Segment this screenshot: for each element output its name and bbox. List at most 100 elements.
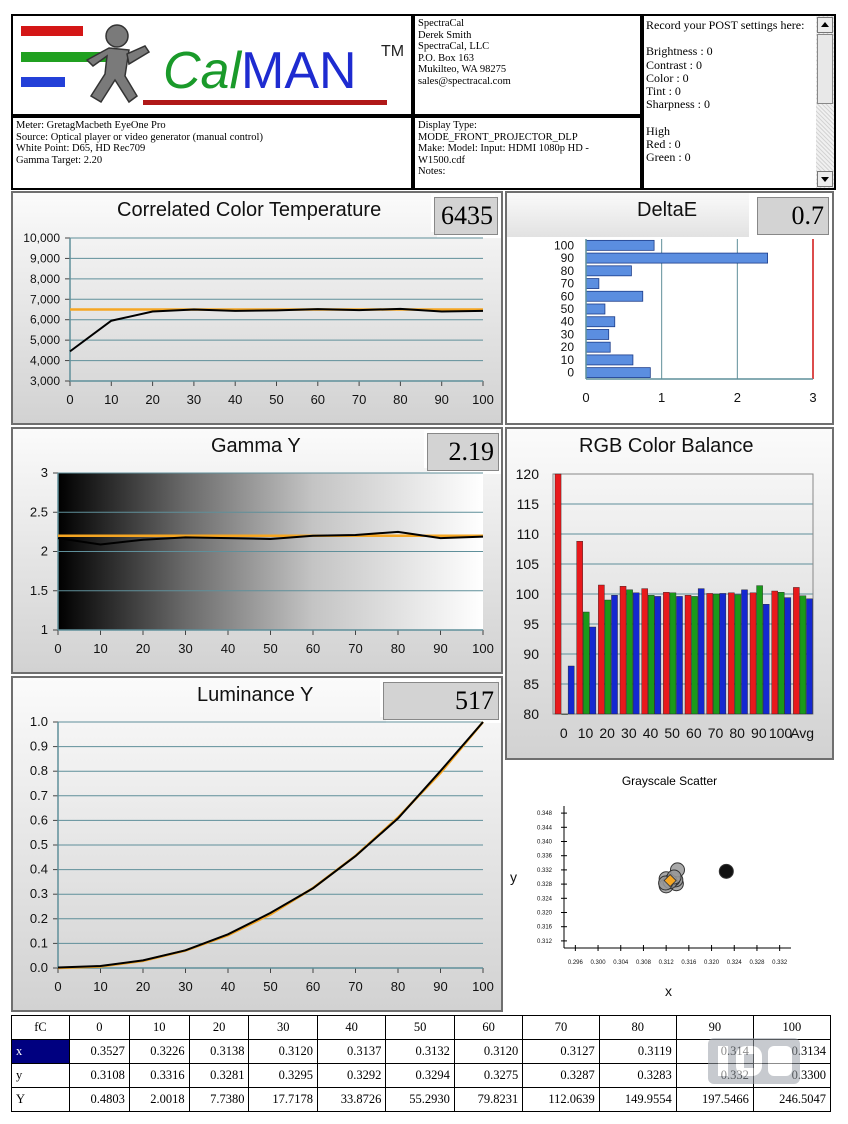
rgb-bar (554, 473, 562, 715)
table-cell[interactable]: 2.0018 (128, 1087, 190, 1112)
y-tick-label: 30 (561, 327, 575, 341)
table-cell[interactable]: 0.3294 (385, 1063, 455, 1088)
x-tick-label: 10 (93, 979, 107, 994)
row-label[interactable]: Y (11, 1087, 70, 1112)
table-cell[interactable]: 0.3119 (598, 1039, 677, 1064)
x-tick-label: 20 (599, 725, 615, 741)
rgb-bar (598, 584, 605, 715)
post-settings-box[interactable]: Record your POST settings here: Brightne… (642, 14, 836, 190)
table-cell[interactable]: 0.3295 (248, 1063, 318, 1088)
y-tick-label: 50 (561, 302, 575, 316)
rgb-chart: 120 115 110 105 100 95 90 85 80 0 10 20 30 40 50 60 70 80… (516, 466, 814, 741)
y-tick-label: 60 (561, 289, 575, 303)
y-tick-label: 40 (561, 315, 575, 329)
row-label[interactable]: y (11, 1063, 70, 1088)
y-tick-label: 0.6 (30, 812, 48, 827)
table-cell[interactable]: 0.3275 (453, 1063, 524, 1088)
post-settings-scrollbar[interactable] (816, 16, 834, 188)
x-tick-label: 0 (582, 390, 589, 405)
table-cell[interactable]: 0.3226 (128, 1039, 190, 1064)
y-tick-label: 0.324 (537, 896, 553, 902)
table-cell[interactable]: 0.3120 (248, 1039, 318, 1064)
table-cell[interactable]: 0.3292 (316, 1063, 387, 1088)
rgb-bar (728, 592, 735, 715)
scatter-title: Grayscale Scatter (621, 774, 718, 788)
table-cell[interactable]: 0.3283 (598, 1063, 677, 1088)
table-cell[interactable]: 7.7380 (188, 1087, 250, 1112)
table-cell[interactable]: 0.3527 (69, 1039, 130, 1064)
table-cell[interactable]: 246.5047 (752, 1087, 832, 1112)
y-tick-label: 10 (561, 353, 575, 367)
table-cell[interactable]: 112.0639 (522, 1087, 600, 1112)
deltae-title-band (507, 193, 749, 237)
y-tick-label: 5,000 (30, 333, 60, 347)
table-column-header: 60 (453, 1015, 524, 1040)
rgb-bar (576, 540, 583, 715)
y-tick-label: 0.3 (30, 886, 48, 901)
watermark-logo (708, 1038, 800, 1084)
x-tick-label: 90 (433, 641, 447, 656)
x-tick-label: 80 (393, 392, 407, 407)
x-tick-label: 40 (643, 725, 659, 741)
rgb-bar (691, 596, 698, 715)
x-tick-label: 0.324 (727, 960, 743, 966)
table-cell[interactable]: 0.3108 (69, 1063, 130, 1088)
y-tick-label: 3,000 (30, 374, 60, 388)
running-man-icon (85, 24, 151, 104)
y-tick-label: 0 (567, 366, 574, 380)
table-cell[interactable]: 17.7178 (248, 1087, 318, 1112)
gamma-title: Gamma Y (211, 435, 301, 457)
rgb-bar (749, 592, 757, 715)
table-cell[interactable]: 197.5466 (675, 1087, 754, 1112)
rgb-bar (713, 593, 720, 715)
scroll-up-button[interactable] (817, 17, 833, 33)
table-row[interactable]: Y 0.4803 2.0018 7.7380 17.7178 33.8726 55.2930… (11, 1087, 832, 1112)
table-cell[interactable]: 0.3138 (188, 1039, 250, 1064)
x-tick-label: 0.300 (591, 960, 607, 966)
y-tick-label: 0.5 (30, 837, 48, 852)
y-tick-label: 4,000 (30, 354, 60, 368)
measured-line (57, 721, 484, 969)
rgb-bar (799, 595, 807, 715)
y-tick-label: 0.7 (30, 788, 48, 803)
table-cell[interactable]: 33.8726 (316, 1087, 387, 1112)
x-tick-label: 50 (269, 392, 283, 407)
y-tick-label: 0.316 (537, 925, 553, 931)
y-tick-label: 2.5 (30, 504, 48, 519)
measured-line (69, 307, 484, 353)
cct-panel: Correlated Color Temperature 6435 10,000… (11, 191, 503, 425)
y-tick-label: 0.312 (537, 939, 553, 945)
cct-chart: 10,000 9,000 8,000 7,000 6,000 5,000 4,000 3,00… (23, 231, 494, 407)
table-cell[interactable]: 0.3281 (188, 1063, 250, 1088)
calman-logo-box: Cal MAN TM (11, 14, 413, 116)
table-cell[interactable]: 0.3120 (453, 1039, 524, 1064)
x-tick-label: 0 (560, 725, 568, 741)
rgb-bar (648, 594, 655, 715)
table-cell[interactable]: 149.9554 (598, 1087, 677, 1112)
y-tick-label: 90 (561, 251, 575, 265)
scroll-down-button[interactable] (817, 171, 833, 187)
table-cell[interactable]: 79.8231 (453, 1087, 524, 1112)
y-tick-label: 0.9 (30, 739, 48, 754)
x-tick-label: 20 (136, 641, 150, 656)
x-tick-label: 0.328 (749, 960, 765, 966)
x-tick-label: 3 (809, 390, 816, 405)
scatter-target-marker (663, 873, 677, 888)
table-cell[interactable]: 55.2930 (385, 1087, 455, 1112)
row-label[interactable]: x (11, 1039, 70, 1064)
table-cell[interactable]: 0.3132 (385, 1039, 455, 1064)
y-tick-label: 0.4 (30, 862, 48, 877)
table-cell[interactable]: 0.4803 (69, 1087, 130, 1112)
y-tick-label: 0.328 (537, 882, 553, 888)
post-settings-text[interactable]: Record your POST settings here: Brightne… (646, 18, 805, 165)
x-tick-label: 90 (434, 392, 448, 407)
table-cell[interactable]: 0.3137 (316, 1039, 387, 1064)
table-cell[interactable]: 0.3316 (128, 1063, 190, 1088)
scatter-chart: 0.348 0.344 0.340 0.336 0.332 0.328 0.324 0.320… (510, 806, 791, 999)
table-cell[interactable]: 0.3287 (522, 1063, 600, 1088)
table-cell[interactable]: 0.3127 (522, 1039, 600, 1064)
x-tick-label: 50 (664, 725, 680, 741)
deltae-panel: DeltaE 0.7 100 90 80 70 60 50 40 30 20 10 0 0 1 2 3 (505, 191, 834, 425)
deltae-bar (585, 367, 651, 379)
scroll-thumb[interactable] (817, 34, 833, 104)
